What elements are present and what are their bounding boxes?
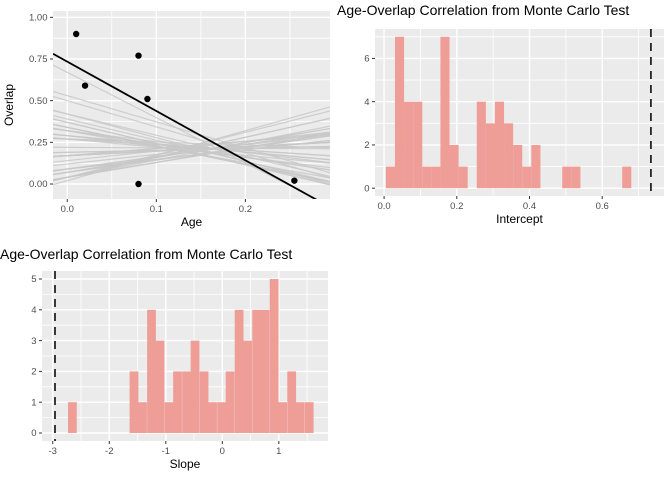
histogram-bar xyxy=(295,402,305,433)
histogram-bar xyxy=(394,36,405,189)
x-tick-label: 0.6 xyxy=(596,201,609,212)
histogram-bar xyxy=(252,309,262,433)
simulation-line xyxy=(53,135,330,175)
plot-title-intercept: Age-Overlap Correlation from Monte Carlo… xyxy=(337,2,630,18)
simulation-line xyxy=(53,131,330,163)
y-axis-title: Overlap xyxy=(2,84,16,126)
histogram-group xyxy=(385,29,652,196)
x-tick-label: 0.4 xyxy=(523,201,536,212)
histogram-bar xyxy=(622,166,632,189)
regression-line xyxy=(53,52,318,199)
x-tick-label: 0.2 xyxy=(450,201,463,212)
histogram-bar xyxy=(68,402,77,433)
scatter-group xyxy=(53,30,330,199)
histogram-bar xyxy=(173,371,182,433)
y-tick-label: 0.50 xyxy=(29,96,48,107)
histogram-bar xyxy=(571,166,581,189)
x-tick-label: 0.0 xyxy=(61,204,74,215)
histogram-group xyxy=(54,271,314,441)
histogram-bar xyxy=(531,144,541,189)
histogram-bar xyxy=(413,101,423,189)
histogram-bar xyxy=(522,166,532,189)
simulation-line xyxy=(53,137,330,149)
x-tick-label: 0.1 xyxy=(150,204,163,215)
y-tick-label: 0.25 xyxy=(29,138,48,149)
histogram-bar xyxy=(225,371,235,433)
y-tick-label: 1 xyxy=(31,397,36,408)
x-tick-label: -3 xyxy=(49,446,57,457)
histogram-bar xyxy=(562,166,572,189)
histogram-bar xyxy=(182,371,191,433)
y-tick-label: 3 xyxy=(31,336,36,347)
histogram-bar xyxy=(304,402,314,433)
histogram-bar xyxy=(422,166,432,189)
histogram-bar xyxy=(278,402,288,433)
data-point xyxy=(135,180,142,188)
histogram-bar xyxy=(129,371,139,433)
y-tick-label: 0 xyxy=(364,183,369,194)
y-tick-label: 4 xyxy=(364,97,369,108)
simulation-line xyxy=(53,95,330,179)
histogram-bar xyxy=(243,340,252,433)
x-tick-label: 0 xyxy=(220,446,225,457)
y-tick-label: 4 xyxy=(31,305,36,316)
histogram-bar xyxy=(404,101,414,189)
data-point xyxy=(72,30,80,38)
histogram-bar xyxy=(476,101,486,189)
histogram-bar xyxy=(208,402,217,433)
histogram-bar xyxy=(138,402,147,433)
histogram-bar xyxy=(155,340,165,433)
x-tick-label: 0.0 xyxy=(377,201,390,212)
histogram-bar xyxy=(431,166,441,189)
y-tick-label: 6 xyxy=(364,54,369,65)
histogram-bar xyxy=(494,101,505,189)
x-tick-label: 0.2 xyxy=(239,204,252,215)
histogram-bar xyxy=(199,371,209,433)
histogram-bar xyxy=(217,402,226,433)
y-tick-label: 1.00 xyxy=(29,13,48,24)
simulation-line xyxy=(53,134,330,167)
histogram-bar xyxy=(385,166,395,189)
histogram-bar xyxy=(458,166,468,189)
y-tick-label: 2 xyxy=(31,367,36,378)
histogram-bar xyxy=(190,340,200,433)
data-point xyxy=(291,177,298,184)
data-point xyxy=(144,95,151,103)
simulation-line xyxy=(53,106,330,186)
simulation-line xyxy=(53,117,330,182)
y-tick-label: 5 xyxy=(31,274,36,285)
histogram-bar xyxy=(513,144,523,189)
x-tick-label: 1 xyxy=(276,446,281,457)
histogram-bar xyxy=(260,309,270,433)
histogram-bar xyxy=(164,402,174,433)
histogram-bar xyxy=(485,123,495,189)
data-point xyxy=(135,52,142,59)
histogram-bar xyxy=(504,123,514,189)
x-tick-label: -2 xyxy=(105,446,113,457)
y-tick-label: 0 xyxy=(31,428,36,439)
x-axis-title: Intercept xyxy=(496,212,543,226)
y-tick-label: 0.75 xyxy=(29,54,48,65)
x-axis-title: Slope xyxy=(170,457,201,471)
plot-title-slope: Age-Overlap Correlation from Monte Carlo… xyxy=(0,246,293,262)
y-tick-label: 2 xyxy=(364,140,369,151)
x-axis-title: Age xyxy=(181,215,203,229)
y-tick-label: 0.00 xyxy=(29,179,48,190)
simulation-line xyxy=(53,127,330,176)
data-point xyxy=(81,82,89,89)
x-tick-label: -1 xyxy=(162,446,170,457)
histogram-bar xyxy=(147,309,156,433)
histogram-bar xyxy=(449,144,459,189)
simulation-line xyxy=(53,146,330,150)
histogram-bar xyxy=(287,371,297,433)
histogram-bar xyxy=(269,279,279,433)
histogram-bar xyxy=(440,36,450,189)
histogram-bar xyxy=(234,309,244,433)
